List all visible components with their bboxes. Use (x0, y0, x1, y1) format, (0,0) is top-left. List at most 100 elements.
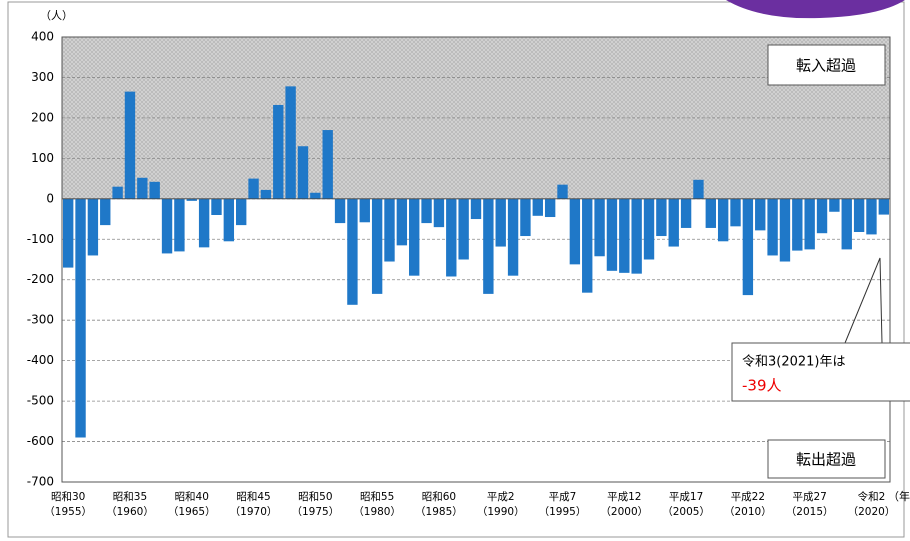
x-tick-year: （1960） (106, 506, 154, 518)
bar (730, 198, 741, 227)
callout-value: -39人 (742, 377, 782, 395)
bar (792, 198, 803, 251)
bar (693, 179, 704, 199)
x-tick-year: （1985） (415, 506, 463, 518)
bar (371, 198, 383, 294)
x-tick-label: 平成12 (607, 491, 641, 503)
y-tick-label: -100 (27, 232, 54, 246)
x-tick-year: （1965） (168, 506, 216, 518)
x-tick-label: 昭和40 (175, 491, 209, 503)
y-tick-label: -700 (27, 475, 54, 489)
bar (470, 198, 482, 220)
x-tick-year: （2015） (786, 506, 834, 518)
x-tick-label: 昭和50 (298, 491, 332, 503)
y-tick-label: 300 (31, 70, 54, 84)
bar (137, 177, 148, 199)
x-tick-label: 昭和60 (422, 491, 456, 503)
bar (322, 130, 333, 199)
bar (186, 198, 197, 201)
bar (557, 184, 568, 199)
bar (458, 198, 469, 260)
bar (705, 198, 716, 228)
y-axis-unit: （人） (40, 9, 73, 22)
y-tick-label: -600 (27, 434, 54, 448)
bar (643, 198, 655, 260)
bar (779, 198, 791, 262)
bar (619, 198, 630, 273)
bar (149, 181, 160, 199)
bar (446, 198, 457, 277)
bar (656, 198, 667, 237)
bar (223, 198, 235, 242)
x-tick-year: （2010） (724, 506, 772, 518)
bar (62, 198, 74, 268)
lower-label: 転出超過 (796, 451, 856, 469)
bar (829, 198, 840, 212)
bar (680, 198, 692, 228)
x-tick-year: （1995） (539, 506, 587, 518)
x-tick-label: 平成7 (549, 491, 577, 503)
bar (124, 91, 136, 199)
bar (421, 198, 432, 224)
bar (198, 198, 210, 248)
bar (853, 198, 865, 232)
bar (631, 198, 642, 274)
y-tick-label: 100 (31, 151, 54, 165)
bar (717, 198, 729, 242)
plot-border (61, 36, 891, 483)
callout-box (731, 342, 910, 402)
bar (396, 198, 408, 246)
upper-label: 転入超過 (796, 57, 856, 75)
x-tick-label: 平成17 (669, 491, 703, 503)
bar (594, 198, 605, 257)
bar (668, 198, 679, 247)
y-tick-label: -400 (27, 353, 54, 367)
x-tick-year: （1955） (44, 506, 92, 518)
bar (742, 198, 754, 296)
bar (285, 86, 296, 199)
x-tick-year: （2000） (600, 506, 648, 518)
bar (297, 146, 309, 199)
x-tick-year: （2020） (848, 506, 896, 518)
y-tick-label: 200 (31, 110, 54, 124)
bar (248, 178, 259, 199)
x-tick-label: 平成2 (487, 491, 515, 503)
x-tick-label: 昭和30 (51, 491, 85, 503)
x-tick-label: 平成22 (731, 491, 765, 503)
bar (87, 198, 99, 256)
bar (310, 192, 321, 199)
lower-box (767, 439, 886, 479)
bar (112, 186, 123, 199)
upper-box (767, 44, 886, 86)
bar (816, 198, 828, 234)
bar (161, 198, 173, 254)
x-tick-year: （1970） (230, 506, 278, 518)
x-tick-label: 昭和35 (113, 491, 147, 503)
bar (532, 198, 543, 216)
bar (334, 198, 346, 224)
bar (100, 198, 111, 226)
bar (507, 198, 519, 276)
bar (544, 198, 556, 218)
bar (273, 104, 284, 199)
x-tick-label: 昭和55 (360, 491, 394, 503)
y-tick-label: 400 (31, 30, 54, 44)
y-tick-label: -200 (27, 272, 54, 286)
bar (582, 198, 593, 293)
bar (606, 198, 618, 271)
x-tick-year: （1975） (291, 506, 339, 518)
bar (236, 198, 247, 226)
bar (841, 198, 852, 250)
bar (767, 198, 778, 256)
bar (260, 189, 272, 199)
y-tick-label: -300 (27, 313, 54, 327)
bar (520, 198, 531, 237)
bar (804, 198, 815, 250)
bar (878, 198, 890, 215)
corner-decoration (726, 0, 905, 19)
bar (347, 198, 358, 305)
bar (569, 198, 581, 265)
y-tick-label: -500 (27, 394, 54, 408)
bar (755, 198, 766, 231)
